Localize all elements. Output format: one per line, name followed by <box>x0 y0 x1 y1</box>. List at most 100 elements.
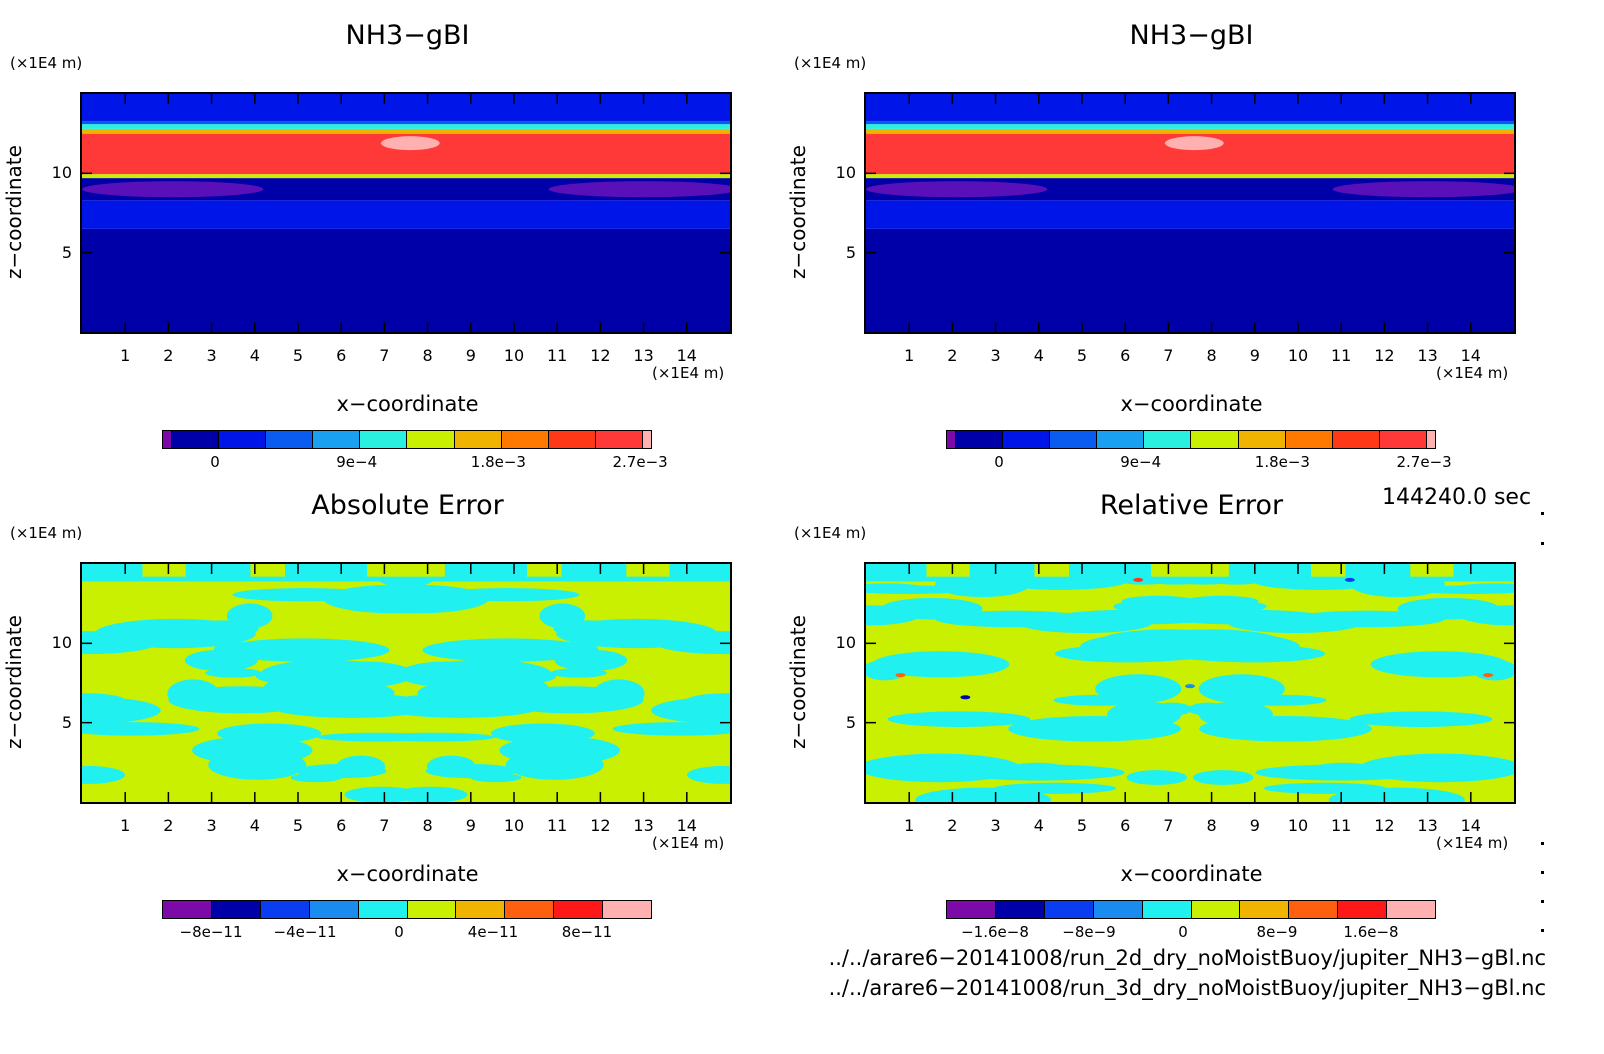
x-tick-label: 4 <box>249 816 260 835</box>
field-band <box>82 124 730 129</box>
x-tick-label: 14 <box>676 816 697 835</box>
colorbar-segment <box>595 431 643 448</box>
x-tick-label: 4 <box>1033 816 1044 835</box>
plot-area <box>80 92 732 334</box>
field-contour <box>226 603 273 629</box>
x-axis-label: x−coordinate <box>336 392 479 416</box>
x-tick-label: 8 <box>1206 346 1217 365</box>
field-extreme <box>1185 684 1195 689</box>
colorbar-segment <box>454 431 502 448</box>
field-contour <box>612 722 730 736</box>
x-tick-label: 1 <box>120 816 131 835</box>
colorbar-segment <box>1379 431 1427 448</box>
x-tick-label: 13 <box>633 346 654 365</box>
x-tick-label: 3 <box>206 816 217 835</box>
colorbar-segment <box>1426 431 1435 448</box>
plot-area <box>864 92 1516 334</box>
colorbar-segment <box>505 901 555 918</box>
colorbar-label: 2.7e−3 <box>1396 453 1452 471</box>
field-maximum <box>380 136 440 151</box>
colorbar-segment <box>501 431 549 448</box>
contour-field <box>82 94 730 332</box>
x-unit-label: (×1E4 m) <box>1436 834 1509 852</box>
x-tick-label: 9 <box>465 346 476 365</box>
field-contour <box>1370 651 1509 678</box>
colorbar-label: −1.6e−8 <box>961 923 1029 941</box>
field-contour <box>398 661 495 688</box>
field-band <box>866 94 1514 121</box>
y-tick-label: 5 <box>61 712 72 732</box>
field-contour <box>626 564 670 577</box>
field-contour <box>1459 605 1514 626</box>
colorbar-segment <box>947 901 996 918</box>
field-contour <box>926 564 970 577</box>
field-contour <box>1410 585 1514 594</box>
field-band <box>82 228 730 332</box>
y-tick-label: 5 <box>845 712 856 732</box>
field-contour <box>687 693 730 707</box>
x-tick-label: 2 <box>163 346 174 365</box>
x-tick-label: 11 <box>547 346 568 365</box>
dot-marker <box>1541 900 1544 903</box>
field-band <box>82 128 730 134</box>
colorbar-segment <box>163 901 212 918</box>
colorbar-segment <box>358 901 408 918</box>
colorbar-label: 0 <box>210 453 220 471</box>
colorbar-segment <box>219 431 267 448</box>
field-extreme <box>1344 577 1355 582</box>
colorbar-segment <box>1097 431 1145 448</box>
colorbar <box>946 900 1436 919</box>
colorbar-segment <box>554 901 604 918</box>
field-contour <box>205 668 262 678</box>
x-unit-label: (×1E4 m) <box>652 364 725 382</box>
field-contour <box>1184 595 1259 607</box>
field-contour <box>1034 564 1070 577</box>
file-path-2: ../../arare6−20141008/run_3d_dry_noMoist… <box>828 976 1546 1000</box>
file-path-1: ../../arare6−20141008/run_2d_dry_noMoist… <box>828 946 1546 970</box>
colorbar-label: 2.7e−3 <box>612 453 668 471</box>
y-tick-label: 5 <box>61 242 72 262</box>
field-contour <box>550 668 607 678</box>
field-band <box>82 120 730 125</box>
field-contour <box>499 736 620 765</box>
x-tick-label: 12 <box>1374 346 1395 365</box>
y-unit-label: (×1E4 m) <box>10 524 83 542</box>
field-contour <box>687 766 730 784</box>
colorbar-segment <box>1093 901 1143 918</box>
y-tick-label: 5 <box>845 242 856 262</box>
field-contour <box>1053 694 1152 706</box>
x-tick-label: 8 <box>422 346 433 365</box>
x-tick-label: 8 <box>422 816 433 835</box>
x-axis-label: x−coordinate <box>336 862 479 886</box>
field-band <box>82 178 730 201</box>
x-tick-label: 3 <box>206 346 217 365</box>
field-extreme <box>960 695 971 700</box>
x-tick-label: 1 <box>904 816 915 835</box>
x-tick-label: 2 <box>947 346 958 365</box>
x-tick-label: 14 <box>1460 346 1481 365</box>
field-contour <box>1188 702 1228 716</box>
field-minimum <box>1332 181 1514 198</box>
x-tick-label: 4 <box>1033 346 1044 365</box>
x-tick-label: 14 <box>676 346 697 365</box>
panel-top-left: NH3−gBI (×1E4 m) 1 2 3 4 5 6 7 8 9 10 11 12 13 14 10 5 (×1… <box>0 0 780 500</box>
field-contour <box>1310 564 1346 577</box>
field-contour <box>82 722 200 736</box>
x-tick-label: 1 <box>120 346 131 365</box>
x-tick-label: 1 <box>904 346 915 365</box>
timestamp-label: 144240.0 sec <box>1382 485 1532 510</box>
colorbar-label: 0 <box>1178 923 1188 941</box>
colorbar-segment <box>1191 431 1239 448</box>
x-unit-label: (×1E4 m) <box>652 834 725 852</box>
x-tick-label: 11 <box>1331 816 1352 835</box>
x-tick-label: 10 <box>503 816 525 835</box>
x-tick-label: 6 <box>336 346 347 365</box>
field-contour <box>1152 702 1192 716</box>
x-unit-label: (×1E4 m) <box>1436 364 1509 382</box>
field-extreme <box>1133 577 1144 582</box>
field-contour <box>1126 770 1188 786</box>
x-tick-label: 7 <box>1163 816 1174 835</box>
field-contour <box>1359 753 1514 783</box>
colorbar-label: 8e−9 <box>1256 923 1298 941</box>
colorbar-segment <box>1003 431 1051 448</box>
